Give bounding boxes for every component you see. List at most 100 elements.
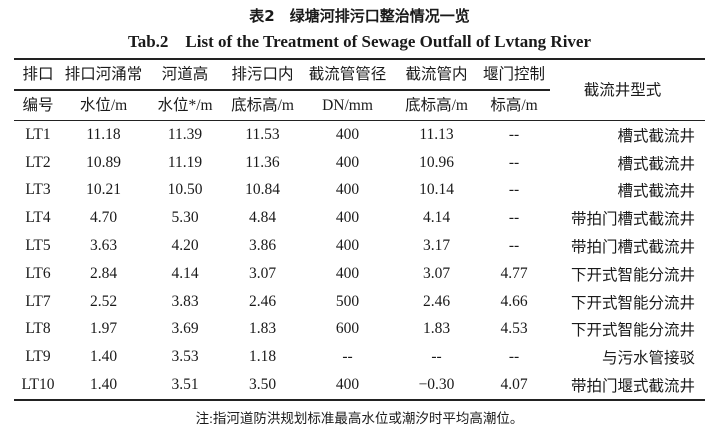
table-cell: LT9 bbox=[25, 348, 51, 366]
table-cell: 4.20 bbox=[171, 237, 199, 255]
table-row: LT4 4.70 5.30 4.84 400 4.14 -- 带拍门槽式截流井 bbox=[14, 204, 705, 232]
column-header: 标高/m bbox=[490, 97, 538, 114]
table-cell: -- bbox=[431, 348, 442, 366]
column-header: 堰门控制 bbox=[482, 66, 545, 83]
column-header: 截流井型式 bbox=[583, 81, 662, 99]
table-cell: 400 bbox=[335, 376, 360, 394]
table-cell: 500 bbox=[335, 292, 360, 310]
table-cell: LT10 bbox=[21, 376, 55, 394]
table-cell: 4.66 bbox=[500, 292, 528, 310]
table-cell: 11.18 bbox=[86, 125, 121, 143]
table-cell: 3.53 bbox=[171, 348, 199, 366]
table-cell: 3.63 bbox=[89, 237, 118, 255]
table-cell: 4.07 bbox=[500, 376, 528, 394]
table-cell: 2.84 bbox=[89, 264, 118, 282]
table-cell: 3.07 bbox=[248, 264, 277, 282]
table-cell: 槽式截流井 bbox=[617, 127, 695, 145]
table-cell: LT3 bbox=[25, 181, 51, 199]
table-cell: 3.69 bbox=[171, 320, 199, 338]
table-cell: 1.18 bbox=[248, 348, 277, 366]
table-cell: 10.89 bbox=[86, 153, 121, 171]
table-cell: 4.84 bbox=[248, 209, 277, 227]
table-cell: 400 bbox=[335, 264, 360, 282]
column-header: 水位*/m bbox=[157, 97, 213, 114]
table-cell: 10.96 bbox=[419, 153, 454, 171]
table-cell: LT1 bbox=[25, 125, 51, 143]
table-cell: 11.39 bbox=[167, 125, 203, 143]
table-cell: 1.83 bbox=[248, 320, 277, 338]
table-cell: 4.14 bbox=[171, 264, 199, 282]
table-cell: 1.97 bbox=[89, 320, 118, 338]
table-cell: 3.50 bbox=[248, 376, 277, 394]
header-row: 排口 排口河涌常 河道高 排污口内 截流管管径 截流管内 堰门控制截流井型式 bbox=[14, 59, 705, 99]
table-row: LT8 1.97 3.69 1.83 600 1.83 4.53 下开式智能分流井 bbox=[14, 316, 705, 344]
column-header: 河道高 bbox=[161, 66, 209, 83]
table-cell: 4.14 bbox=[422, 209, 451, 227]
table-cell: 3.17 bbox=[422, 237, 451, 255]
table-cell: 11.36 bbox=[245, 153, 280, 171]
table-cell: LT7 bbox=[25, 292, 51, 310]
table-cell: 400 bbox=[335, 209, 360, 227]
table-cell: 与污水管接驳 bbox=[601, 350, 695, 368]
table-cell: 10.21 bbox=[86, 181, 121, 199]
table-cell: 1.40 bbox=[89, 376, 118, 394]
table-cell: 10.14 bbox=[419, 181, 454, 199]
column-header: 排口河涌常 bbox=[64, 66, 143, 83]
table-cell: 400 bbox=[335, 237, 360, 255]
table-cell: −0.30 bbox=[418, 376, 455, 394]
table-cell: -- bbox=[508, 181, 520, 199]
column-header: 底标高/m bbox=[405, 97, 468, 114]
table-cell: 2.52 bbox=[89, 292, 118, 310]
table-cell: 11.13 bbox=[419, 125, 454, 143]
table-cell: 下开式智能分流井 bbox=[570, 266, 695, 284]
table-cell: 2.46 bbox=[248, 292, 277, 310]
column-header: 排口 bbox=[22, 66, 54, 83]
table-row: LT5 3.63 4.20 3.86 400 3.17 -- 带拍门槽式截流井 bbox=[14, 232, 705, 260]
table-cell: 3.51 bbox=[171, 376, 199, 394]
table-cell: -- bbox=[342, 348, 353, 366]
table-row: LT2 10.89 11.19 11.36 400 10.96 -- 槽式截流井 bbox=[14, 149, 705, 177]
table-cell: 槽式截流井 bbox=[617, 155, 695, 173]
table-cell: 11.19 bbox=[167, 153, 203, 171]
table-cell: 4.70 bbox=[89, 209, 118, 227]
table-cell: 5.30 bbox=[171, 209, 199, 227]
table-note: 注:指河道防洪规划标准最高水位或潮汐时平均高潮位。 bbox=[195, 411, 524, 426]
table-cell: 4.77 bbox=[500, 264, 528, 282]
table-title-cn: 表2 绿塘河排污口整治情况一览 bbox=[249, 7, 470, 25]
table-cell: LT5 bbox=[25, 237, 51, 255]
table-cell: 10.50 bbox=[167, 181, 203, 199]
table-row: LT3 10.21 10.50 10.84 400 10.14 -- 槽式截流井 bbox=[14, 177, 705, 205]
table-cell: LT4 bbox=[25, 209, 51, 227]
column-header: 底标高/m bbox=[231, 97, 294, 114]
column-header: 截流管内 bbox=[405, 66, 468, 83]
column-header: 排污口内 bbox=[231, 66, 294, 83]
column-header: 截流管管径 bbox=[308, 66, 387, 83]
table-cell: 下开式智能分流井 bbox=[570, 294, 695, 312]
table-cell: -- bbox=[508, 125, 520, 143]
header-row: 编号 水位/m 水位*/m 底标高/m DN/mm 底标高/m 标高/m bbox=[14, 90, 705, 121]
table-cell: 3.83 bbox=[171, 292, 199, 310]
table-cell: 2.46 bbox=[422, 292, 451, 310]
table-cell: -- bbox=[508, 209, 520, 227]
table-cell: LT8 bbox=[25, 320, 51, 338]
table-cell: 带拍门槽式截流井 bbox=[570, 211, 695, 229]
table-cell: 1.83 bbox=[422, 320, 451, 338]
table-cell: 400 bbox=[335, 181, 360, 199]
table-cell: 10.84 bbox=[245, 181, 280, 199]
table-row: LT1 11.18 11.39 11.53 400 11.13 -- 槽式截流井 bbox=[14, 121, 705, 149]
table-cell: 3.86 bbox=[248, 237, 277, 255]
table-cell: 400 bbox=[335, 125, 360, 143]
data-table: 排口 排口河涌常 河道高 排污口内 截流管管径 截流管内 堰门控制 截流井型式 编号 水位/m 水位… bbox=[14, 58, 705, 401]
column-header: DN/mm bbox=[322, 97, 373, 114]
table-cell: -- bbox=[508, 237, 520, 255]
table-cell: -- bbox=[508, 348, 520, 366]
table-cell: 带拍门槽式截流井 bbox=[570, 239, 695, 257]
table-row: LT6 2.84 4.14 3.07 400 3.07 4.77 下开式智能分流井 bbox=[14, 260, 705, 288]
table-cell: 11.53 bbox=[245, 125, 280, 143]
table-cell: 下开式智能分流井 bbox=[570, 322, 695, 340]
table-cell: 400 bbox=[335, 153, 360, 171]
table-cell: LT2 bbox=[25, 153, 51, 171]
table-title-en: Tab.2 List of the Treatment of Sewage Ou… bbox=[127, 32, 592, 51]
table-row: LT9 1.40 3.53 1.18 -- -- -- 与污水管接驳 bbox=[14, 343, 705, 371]
table-cell: 槽式截流井 bbox=[617, 183, 695, 201]
